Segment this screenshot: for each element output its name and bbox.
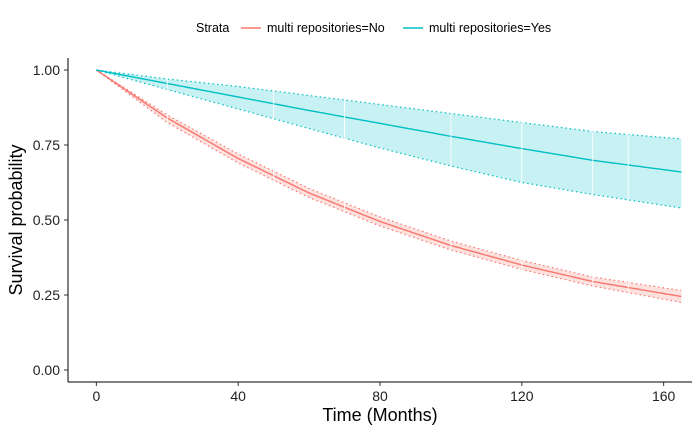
y-tick-label: 1.00 — [33, 62, 60, 78]
y-tick-label: 0.25 — [33, 287, 60, 303]
survival-curves — [95, 69, 682, 298]
ci-upper-line-multi-repositories-yes — [96, 69, 682, 140]
y-tick-label: 0.75 — [33, 137, 60, 153]
x-tick-label: 40 — [230, 388, 246, 404]
legend-label-multi-repositories-yes: multi repositories=Yes — [429, 21, 551, 35]
x-tick-label: 0 — [92, 388, 100, 404]
legend-label-multi-repositories-no: multi repositories=No — [267, 21, 385, 35]
confidence-limit-lines — [96, 69, 682, 304]
y-tick-label: 0.50 — [33, 212, 60, 228]
y-tick-label: 0.00 — [33, 362, 60, 378]
legend-title: Strata — [196, 21, 229, 35]
x-tick-label: 80 — [372, 388, 388, 404]
y-axis-title: Survival probability — [6, 144, 26, 295]
x-axis-title: Time (Months) — [322, 405, 437, 425]
legend: Strata multi repositories=No multi reposit… — [196, 21, 551, 35]
axes: 0 40 80 120 160 0.00 0.25 0.50 0.75 1.00 — [33, 58, 692, 404]
censor-marks — [166, 78, 629, 294]
ci-upper-line-multi-repositories-no — [96, 69, 682, 292]
survival-line-multi-repositories-yes — [96, 69, 682, 173]
confidence-bands — [96, 70, 682, 303]
x-tick-label: 120 — [510, 388, 534, 404]
confidence-band-multi-repositories-yes — [96, 70, 682, 208]
x-tick-label: 160 — [652, 388, 676, 404]
survival-line-multi-repositories-no — [95, 69, 682, 298]
